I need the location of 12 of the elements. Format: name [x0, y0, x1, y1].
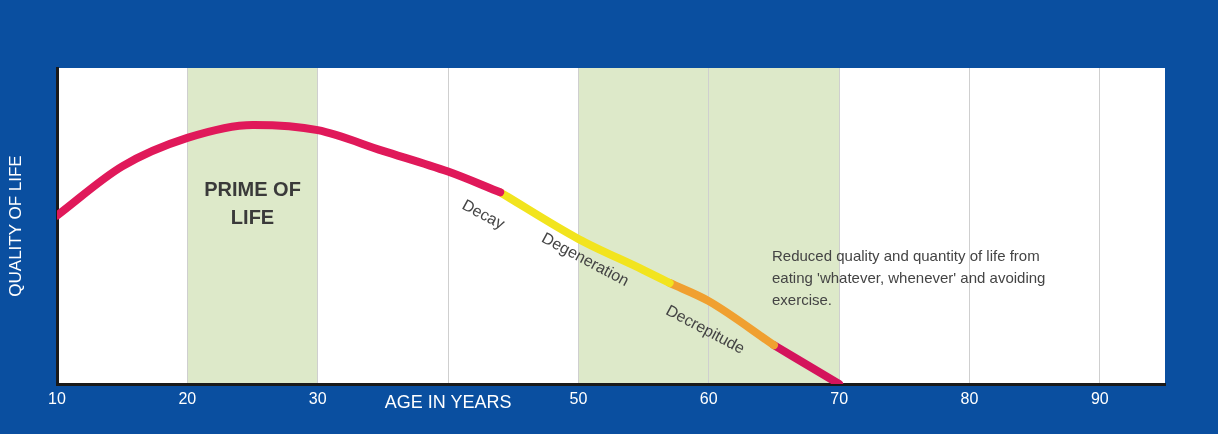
x-axis-title: AGE IN YEARS [384, 391, 512, 412]
annotation: Reduced quality and quantity of life from eating 'whatever, whenever' and avoiding exercise. [772, 247, 1046, 309]
x-tick-label: 60 [699, 390, 718, 408]
x-tick-label: 20 [178, 390, 197, 408]
y-axis-title: QUALITY OF LIFE [5, 155, 25, 297]
x-tick-label: 80 [960, 390, 979, 408]
x-tick-label: 50 [569, 390, 588, 408]
x-tick-label: 70 [830, 390, 849, 408]
x-tick-label: 10 [48, 390, 66, 408]
band-label: PRIME OF LIFE [204, 177, 301, 228]
x-tick-label: 90 [1090, 390, 1109, 408]
x-tick-label: 30 [308, 390, 327, 408]
